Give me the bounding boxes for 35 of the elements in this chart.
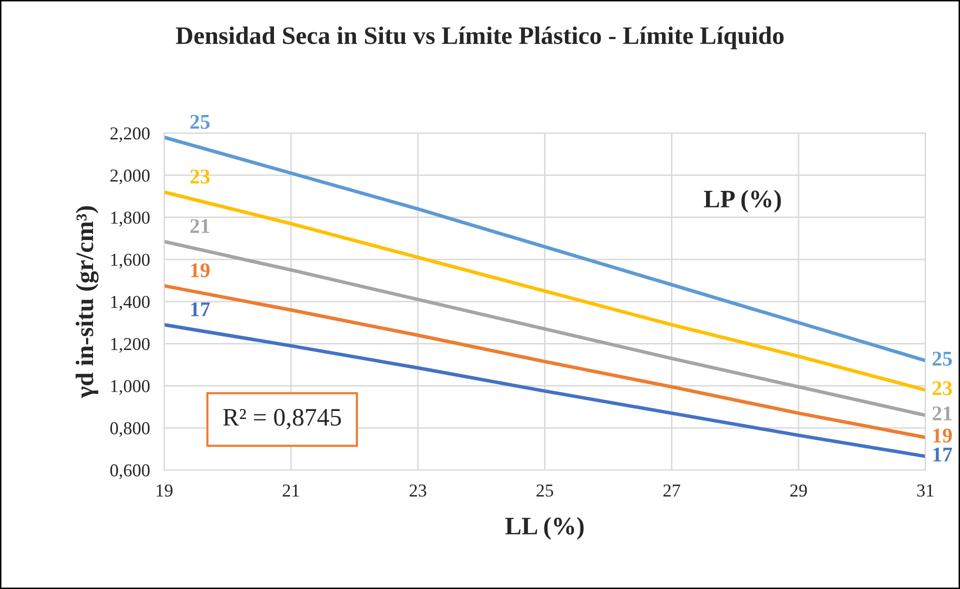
annotation: R² = 0,8745 bbox=[223, 408, 341, 430]
y-tick-label: 1,600 bbox=[111, 254, 150, 268]
series-label: 25 bbox=[932, 352, 952, 366]
y-axis-title: γd in-situ (gr/cm³) bbox=[76, 206, 99, 398]
x-tick-label: 25 bbox=[536, 484, 554, 497]
line-series bbox=[164, 322, 926, 458]
annotation: LP (%) bbox=[704, 190, 781, 213]
series-label: 23 bbox=[932, 381, 952, 396]
y-tick-label: 1,800 bbox=[111, 212, 150, 226]
x-tick-label: 27 bbox=[663, 484, 680, 496]
x-tick-label: 29 bbox=[790, 484, 807, 497]
y-tick-label: 2,000 bbox=[110, 169, 150, 184]
text: 23 bbox=[190, 170, 210, 184]
line-series bbox=[164, 284, 926, 440]
y-tick-label: 2,200 bbox=[110, 127, 150, 142]
text: 25 bbox=[190, 114, 210, 129]
series-label: 21 bbox=[932, 406, 952, 420]
y-tick-label: 1,400 bbox=[111, 296, 150, 311]
text: 17 bbox=[191, 302, 210, 316]
x-tick-label: 19 bbox=[156, 484, 172, 497]
x-tick-label: 31 bbox=[917, 484, 934, 497]
series-label: 17 bbox=[933, 448, 952, 462]
line-series bbox=[164, 136, 926, 362]
text: 19 bbox=[191, 263, 210, 278]
y-tick-label: 0,600 bbox=[110, 464, 150, 480]
x-axis-title: LL (%) bbox=[505, 516, 584, 540]
line-series bbox=[164, 190, 926, 392]
series-label: 19 bbox=[933, 428, 952, 443]
y-tick-label: 1,000 bbox=[111, 380, 150, 395]
x-tick-label: 21 bbox=[282, 484, 299, 496]
y-tick-label: 1,200 bbox=[111, 338, 150, 353]
chart-title: Densidad Seca in Situ vs Límite Plástico - Límite Líquido bbox=[176, 26, 784, 50]
text: 21 bbox=[190, 219, 210, 233]
y-tick-label: 0,800 bbox=[110, 422, 150, 437]
x-tick-label: 23 bbox=[410, 484, 426, 497]
